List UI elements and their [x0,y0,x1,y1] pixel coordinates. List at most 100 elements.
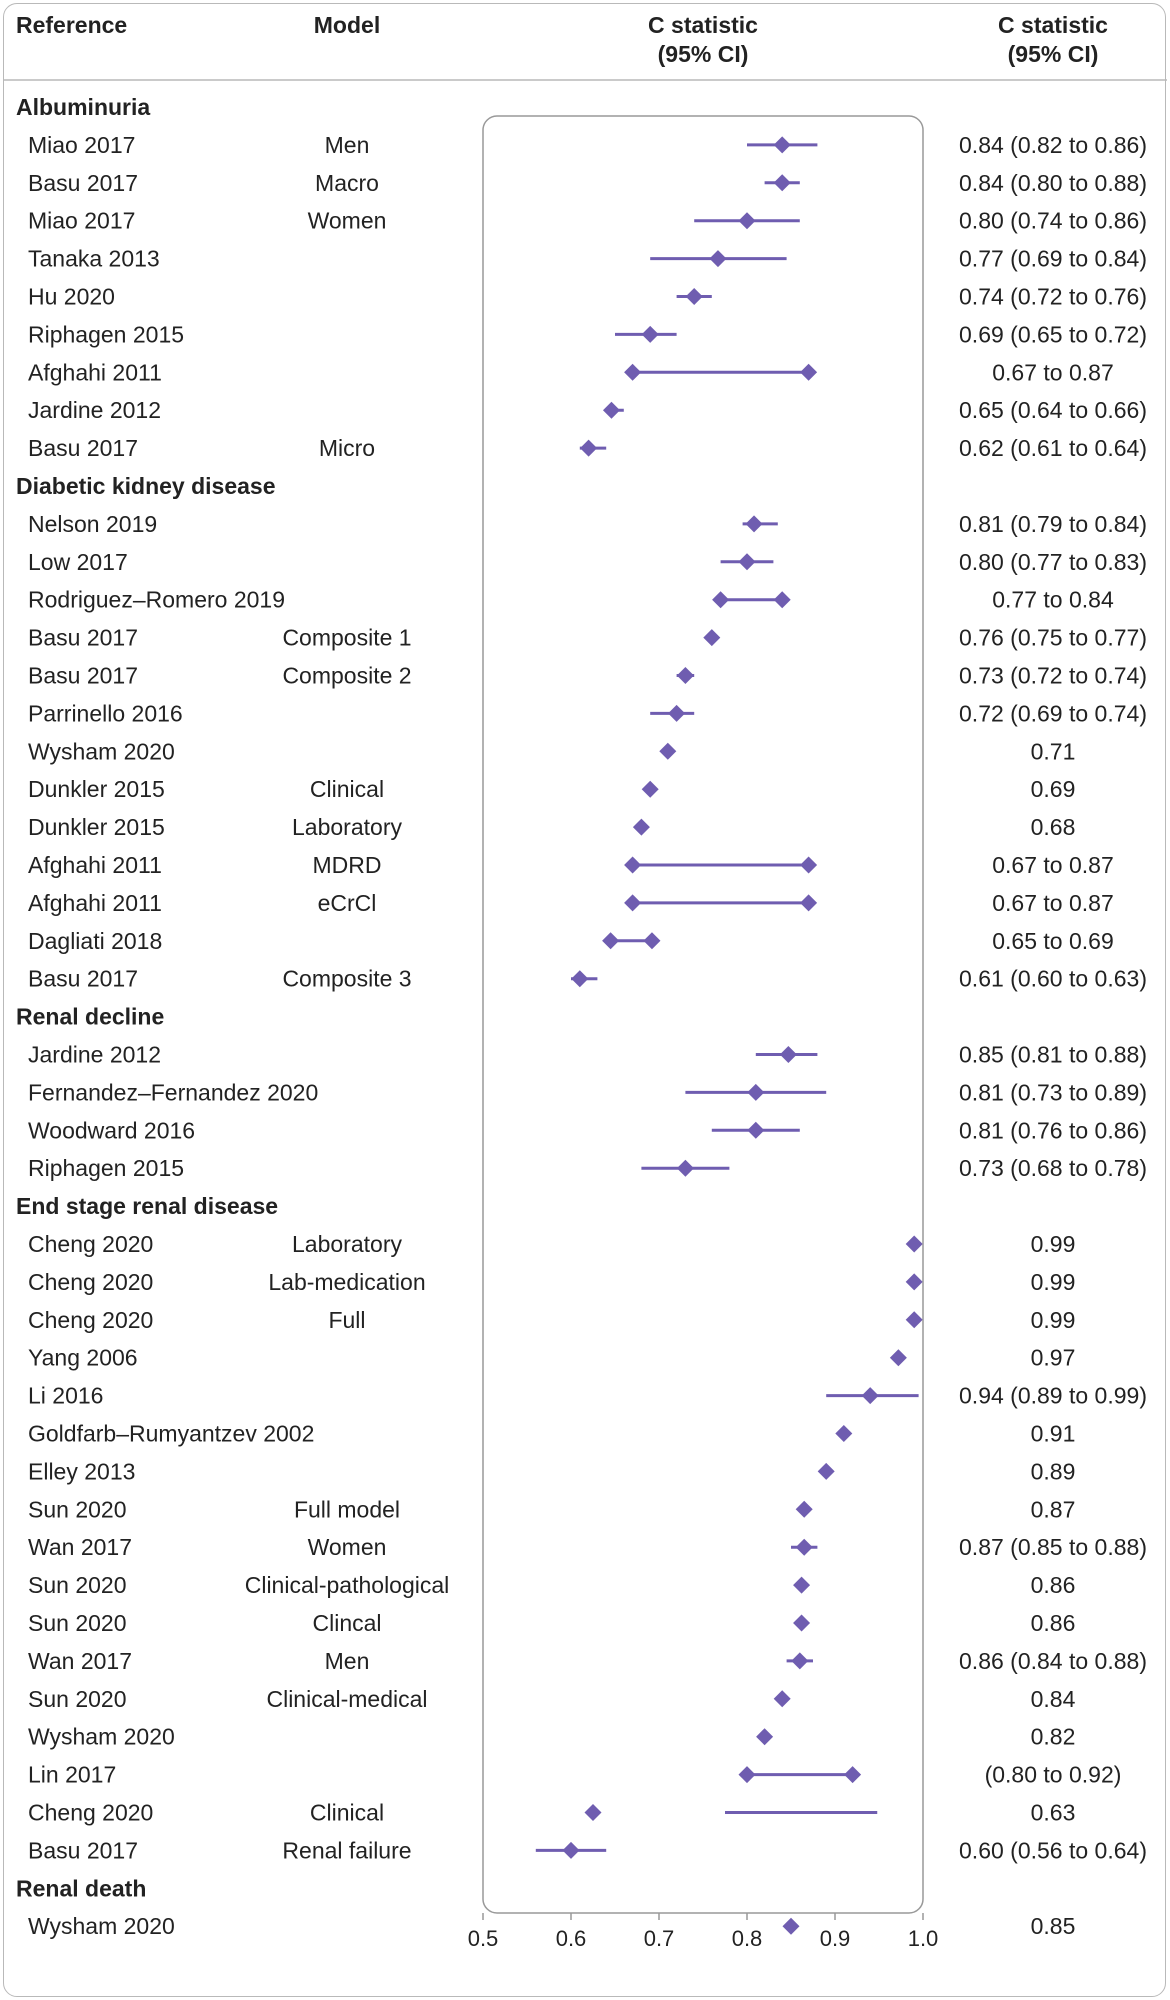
table-row: Afghahi 2011 0.67 to 0.87 [28,359,1114,385]
estimate-marker [602,932,620,950]
table-row: Sun 2020 Full model 0.87 [28,1496,1075,1522]
row-cstat-value: 0.97 [1031,1345,1076,1371]
estimate-marker [791,1652,809,1670]
row-reference: Basu 2017 [28,625,138,651]
group-heading: Renal death [16,1875,146,1901]
header-cstat-text-line2: (95% CI) [1008,41,1099,67]
estimate-marker [773,174,791,192]
row-cstat-value: (0.80 to 0.92) [985,1762,1122,1788]
row-reference: Riphagen 2015 [28,321,184,347]
row-cstat-value: 0.87 (0.85 to 0.88) [959,1534,1147,1560]
row-reference: Elley 2013 [28,1458,135,1484]
row-reference: Sun 2020 [28,1572,126,1598]
table-row: Wan 2017 Men 0.86 (0.84 to 0.88) [28,1648,1147,1674]
row-model: Men [325,1648,370,1674]
row-reference: Basu 2017 [28,170,138,196]
row-cstat-value: 0.65 to 0.69 [992,928,1114,954]
estimate-marker [685,288,703,305]
row-reference: Wysham 2020 [28,1913,175,1939]
row-cstat-value: 0.67 to 0.87 [992,852,1114,878]
row-model: Women [308,208,387,234]
plot-area-box [482,115,924,1914]
group-heading: Albuminuria [16,94,150,120]
header-cstat-text-line1: C statistic [998,12,1108,38]
estimate-marker [641,780,659,798]
x-axis: 0.5 0.6 0.7 0.8 0.9 1.0 [468,1913,939,1951]
estimate-marker [800,856,818,874]
row-reference: Miao 2017 [28,132,135,158]
row-cstat-value: 0.65 (0.64 to 0.66) [959,397,1147,423]
row-model: eCrCl [318,890,377,916]
row-cstat-value: 0.87 [1031,1496,1076,1522]
row-reference: Cheng 2020 [28,1800,153,1826]
x-tick-label: 0.5 [468,1926,499,1951]
header-model: Model [314,12,380,38]
table-row: Woodward 2016 0.81 (0.76 to 0.86) [28,1117,1147,1143]
table-row: Cheng 2020 Lab-medication 0.99 [28,1269,1075,1295]
table-row: Jardine 2012 0.85 (0.81 to 0.88) [28,1042,1147,1068]
table-row: Goldfarb–Rumyantzev 2002 0.91 [28,1421,1075,1447]
row-reference: Sun 2020 [28,1686,126,1712]
table-row: Sun 2020 Clinical-pathological 0.86 [28,1572,1075,1598]
row-cstat-value: 0.68 [1031,814,1076,840]
row-cstat-value: 0.62 (0.61 to 0.64) [959,435,1147,461]
estimate-marker [624,363,642,381]
estimate-marker [562,1841,580,1859]
row-cstat-value: 0.94 (0.89 to 0.99) [959,1383,1147,1409]
table-row: Cheng 2020 Laboratory 0.99 [28,1231,1075,1257]
row-model: Full [328,1307,365,1333]
estimate-marker [643,932,661,950]
row-reference: Fernandez–Fernandez 2020 [28,1079,318,1105]
table-row: Elley 2013 0.89 [28,1458,1075,1484]
row-cstat-value: 0.82 [1031,1724,1076,1750]
row-cstat-value: 0.72 (0.69 to 0.74) [959,700,1147,726]
estimate-marker [747,1121,765,1139]
row-model: Clinical-medical [266,1686,427,1712]
row-cstat-value: 0.67 to 0.87 [992,890,1114,916]
row-reference: Sun 2020 [28,1496,126,1522]
table-row: Lin 2017 (0.80 to 0.92) [28,1762,1121,1788]
table-rows: Albuminuria Miao 2017 Men 0.84 (0.82 to 0.8… [16,94,1147,1939]
row-reference: Riphagen 2015 [28,1155,184,1181]
row-reference: Dunkler 2015 [28,776,165,802]
header-row: Reference Model C statistic (95% CI) C s… [3,12,1167,81]
x-tick-label: 1.0 [908,1926,939,1951]
table-row: Li 2016 0.94 (0.89 to 0.99) [28,1383,1147,1409]
row-model: Laboratory [292,814,402,840]
table-row: Yang 2006 0.97 [28,1345,1075,1371]
row-cstat-value: 0.86 [1031,1610,1076,1636]
row-reference: Sun 2020 [28,1610,126,1636]
x-tick-label: 0.6 [556,1926,587,1951]
table-row: Wysham 2020 0.82 [28,1724,1075,1750]
estimate-marker [889,1349,907,1367]
estimate-marker [641,325,659,343]
estimate-marker [624,856,642,874]
estimate-marker [905,1311,923,1329]
row-model: MDRD [313,852,382,878]
row-cstat-value: 0.60 (0.56 to 0.64) [959,1837,1147,1863]
estimate-marker [800,363,818,381]
header-reference: Reference [16,12,127,38]
figure-frame [3,3,1166,1997]
group-heading: Renal decline [16,1004,164,1030]
estimate-marker [745,515,763,533]
table-row: Parrinello 2016 0.72 (0.69 to 0.74) [28,700,1147,726]
estimate-marker [773,1690,791,1708]
row-model: Clinical-pathological [245,1572,450,1598]
row-reference: Jardine 2012 [28,397,161,423]
row-cstat-value: 0.85 (0.81 to 0.88) [959,1042,1147,1068]
row-cstat-value: 0.81 (0.76 to 0.86) [959,1117,1147,1143]
row-reference: Afghahi 2011 [28,359,162,385]
row-reference: Cheng 2020 [28,1231,153,1257]
row-cstat-value: 0.71 [1031,738,1076,764]
row-reference: Rodriguez–Romero 2019 [28,587,285,613]
row-reference: Basu 2017 [28,966,138,992]
row-cstat-value: 0.67 to 0.87 [992,359,1114,385]
estimate-marker [584,1804,602,1821]
table-row: Basu 2017 Composite 2 0.73 (0.72 to 0.74) [28,663,1147,689]
x-tick-label: 0.9 [820,1926,851,1951]
row-model: Macro [315,170,379,196]
table-row: Tanaka 2013 0.77 (0.69 to 0.84) [28,246,1147,272]
estimate-marker [703,629,721,647]
row-reference: Woodward 2016 [28,1117,195,1143]
